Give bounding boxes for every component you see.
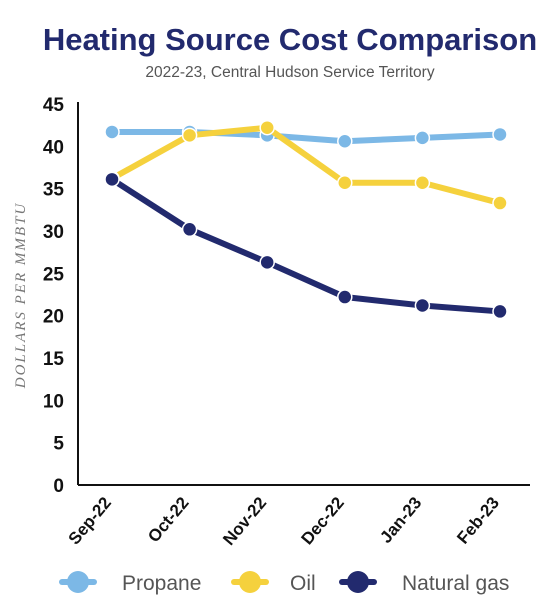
propane-point [414,130,431,146]
axes [77,102,530,486]
legend: Propane Oil Natural gas [59,571,509,595]
propane-point [492,126,508,143]
oil-line [109,124,503,207]
y-tick-label: 5 [53,434,64,455]
legend-propane-label: Propane [122,572,201,595]
y-tick-label: 20 [43,307,64,328]
y-tick-label: 30 [43,222,64,243]
x-tick-label: Dec-22 [297,493,347,548]
oil-point [414,174,431,191]
propane-point [337,133,353,150]
x-tick-labels: Sep-22 Oct-22 Nov-22 Dec-22 Jan-23 Feb-23 [65,493,503,549]
natural-gas-point [181,221,198,238]
legend-natural-gas-marker [347,571,369,593]
x-tick-label: Nov-22 [219,493,270,549]
natural-gas-point [259,254,275,271]
y-tick-label: 45 [43,95,65,116]
chart-subtitle: 2022-23, Central Hudson Service Territor… [145,64,434,81]
series-lines [104,119,508,320]
y-tick-label: 40 [43,137,64,158]
legend-propane-marker [67,571,89,593]
natural-gas-line [109,176,503,315]
y-tick-label: 35 [43,180,65,201]
oil-point [259,119,275,136]
propane-line [109,128,503,145]
oil-point [181,127,198,144]
oil-point [337,174,353,191]
oil-point [492,195,508,211]
natural-gas-point [492,303,508,320]
legend-oil-marker [239,571,261,593]
natural-gas-point [104,171,120,188]
natural-gas-point [414,297,431,314]
y-tick-label: 0 [53,476,64,497]
x-tick-label: Sep-22 [65,493,115,548]
y-tick-label: 10 [43,391,64,412]
y-axis-label: DOLLARS PER MMBTU [13,202,29,390]
y-tick-label: 25 [43,264,65,285]
x-tick-label: Jan-23 [376,493,425,546]
propane-point [104,124,120,140]
x-tick-label: Oct-22 [144,493,193,546]
natural-gas-point [337,289,353,305]
x-tick-label: Feb-23 [453,493,503,547]
chart-title: Heating Source Cost Comparison [43,22,537,57]
y-tick-labels: 0 5 10 15 20 25 30 35 40 45 [43,95,65,497]
y-tick-label: 15 [43,349,65,370]
legend-oil-label: Oil [290,572,316,595]
legend-natural-gas-label: Natural gas [402,572,509,595]
